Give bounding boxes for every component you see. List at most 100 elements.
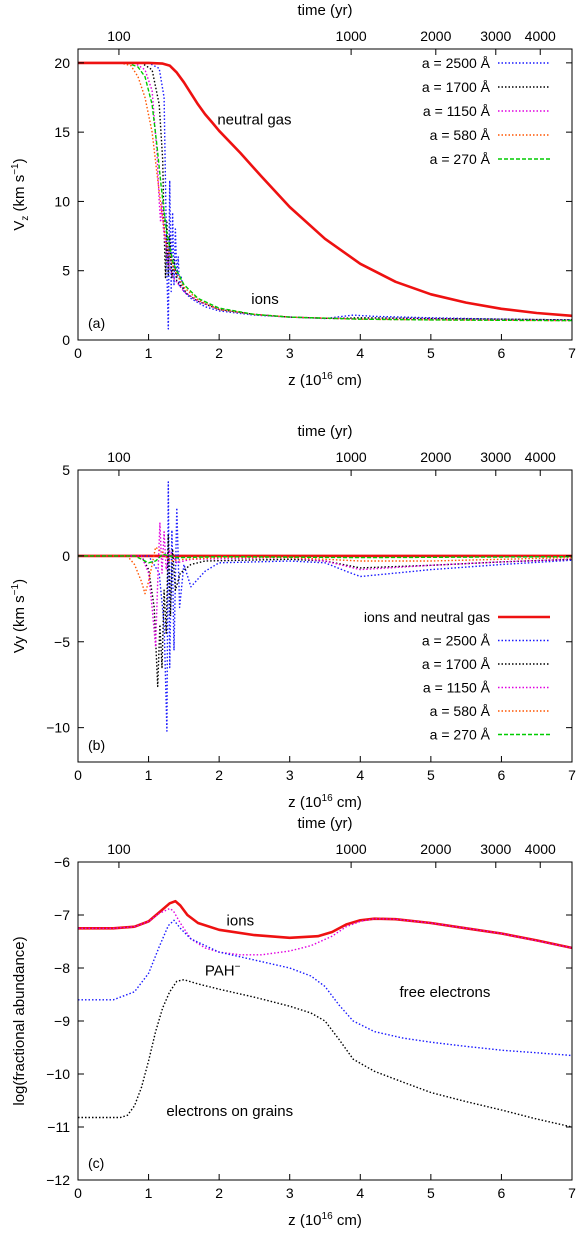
x2-tick-label: 100: [107, 449, 131, 465]
series-group: [78, 481, 572, 732]
series-line-2: [78, 481, 572, 732]
legend-entry-label: a = 270 Å: [430, 151, 491, 167]
x-tick-label: 1: [145, 1185, 153, 1201]
legend-entry-label: a = 580 Å: [430, 703, 491, 719]
x2-tick-label: 100: [107, 841, 131, 857]
series-line-1: [78, 62, 572, 330]
series-line-2: [78, 62, 572, 321]
y-tick-label: −6: [54, 854, 70, 870]
y-tick-label: −8: [54, 960, 70, 976]
x-tick-label: 6: [498, 1185, 506, 1201]
plot-frame: [77, 861, 573, 1181]
y-tick-label: 5: [62, 263, 70, 279]
x2-tick-label: 1000: [336, 449, 367, 465]
annotation-label: free electrons: [400, 984, 491, 1001]
x-tick-label: 1: [145, 767, 153, 783]
x2-tick-label: 1000: [336, 28, 367, 44]
legend: ions and neutral gas a = 2500 Å a = 1700 Å…: [364, 609, 550, 743]
x-tick-label: 3: [286, 345, 294, 361]
x-tick-label: 3: [286, 1185, 294, 1201]
x-tick-label: 2: [215, 767, 223, 783]
x-axis-title: z (1016 cm): [288, 793, 362, 811]
x-tick-label: 4: [356, 1185, 364, 1201]
x-tick-label: 0: [74, 345, 82, 361]
x2-axis-title: time (yr): [298, 815, 353, 832]
x2-tick-label: 4000: [525, 28, 556, 44]
x-tick-label: 5: [427, 1185, 435, 1201]
x-tick-label: 3: [286, 767, 294, 783]
series-line-4: [78, 522, 572, 648]
series-group: [78, 61, 572, 330]
panel-label: (b): [88, 737, 105, 753]
y-tick-label: 15: [54, 124, 70, 140]
legend-entry-label: a = 1150 Å: [423, 103, 491, 119]
chart-panel-2: 0 1 2 3 4 5 6 7 −10 −5 0 5 100 1000 2000 3000 4000 time (…: [10, 423, 576, 811]
series-line-6: [78, 553, 572, 564]
x-tick-label: 6: [498, 345, 506, 361]
x2-tick-label: 4000: [525, 841, 556, 857]
y-tick-label: −11: [47, 1119, 70, 1135]
x-axis-title: z (1016 cm): [288, 371, 362, 389]
series-line-6: [78, 61, 572, 318]
x2-tick-label: 2000: [420, 841, 451, 857]
x-tick-label: 4: [356, 767, 364, 783]
x2-tick-label: 1000: [336, 841, 367, 857]
y-tick-label: 0: [62, 548, 70, 564]
series-group: [78, 899, 572, 1128]
y-tick-label: −7: [54, 907, 70, 923]
y-tick-label: −10: [46, 1066, 70, 1082]
chart-panel-3: 0 1 2 3 4 5 6 7 −12 −11 −10 −9 −8 −7 −6 100 1000 2000 3000…: [11, 815, 576, 1229]
x2-tick-label: 100: [107, 28, 131, 44]
x2-tick-label: 3000: [480, 449, 511, 465]
legend-entry-label: a = 2500 Å: [422, 633, 491, 649]
x2-tick-label: 3000: [480, 841, 511, 857]
y-axis-title: Vy (km s−1): [10, 579, 28, 653]
series-line-3: [78, 919, 572, 1057]
panel-label: (a): [88, 315, 105, 331]
y-tick-label: −9: [54, 1013, 70, 1029]
x-tick-label: 2: [215, 1185, 223, 1201]
y-tick-label: −12: [46, 1172, 70, 1188]
series-line-3: [78, 62, 572, 322]
x-tick-label: 2: [215, 345, 223, 361]
annotation-label: PAH−: [205, 962, 241, 980]
x-tick-label: 0: [74, 767, 82, 783]
x-tick-label: 1: [145, 345, 153, 361]
series-line-5: [78, 546, 572, 595]
y-tick-label: 5: [62, 462, 70, 478]
x-tick-label: 0: [74, 1185, 82, 1201]
x2-tick-label: 3000: [480, 28, 511, 44]
legend-entry-label: a = 1700 Å: [422, 79, 491, 95]
x2-tick-label: 2000: [420, 449, 451, 465]
legend-entry-label: a = 270 Å: [430, 727, 491, 743]
plot-frame: [77, 48, 573, 341]
x-tick-label: 7: [568, 767, 576, 783]
legend-entry-label: a = 1700 Å: [422, 656, 491, 672]
annotation-label: ions: [227, 912, 255, 929]
legend-entry-label: a = 1150 Å: [423, 680, 491, 696]
annotation-label: ions: [251, 291, 279, 308]
chart-panel-1: 0 1 2 3 4 5 6 7 0 5 10 15 20 100 1000 2000 3000 4000 time …: [10, 2, 576, 389]
plot-frame: [77, 469, 573, 763]
series-line-4: [78, 62, 572, 322]
x2-axis-title: time (yr): [298, 423, 353, 440]
series-line-1: [78, 899, 572, 950]
y-axis-title: log(fractional abundance): [11, 936, 28, 1105]
annotation-label: electrons on grains: [166, 1103, 293, 1120]
y-axis-title: Vz (km s−1): [10, 158, 31, 230]
legend: a = 2500 Å a = 1700 Å a = 1150 Å a = 580 Å a…: [422, 55, 550, 167]
x-tick-label: 5: [427, 345, 435, 361]
panel-label: (c): [88, 1155, 104, 1171]
legend-entry-label: a = 580 Å: [430, 127, 491, 143]
y-tick-label: 10: [54, 193, 70, 209]
x-tick-label: 5: [427, 767, 435, 783]
x-tick-label: 6: [498, 767, 506, 783]
x-tick-label: 4: [356, 345, 364, 361]
y-tick-label: −10: [46, 720, 70, 736]
x2-axis-title: time (yr): [298, 2, 353, 19]
series-line-2: [78, 907, 572, 956]
x2-tick-label: 2000: [420, 28, 451, 44]
x2-tick-label: 4000: [525, 449, 556, 465]
